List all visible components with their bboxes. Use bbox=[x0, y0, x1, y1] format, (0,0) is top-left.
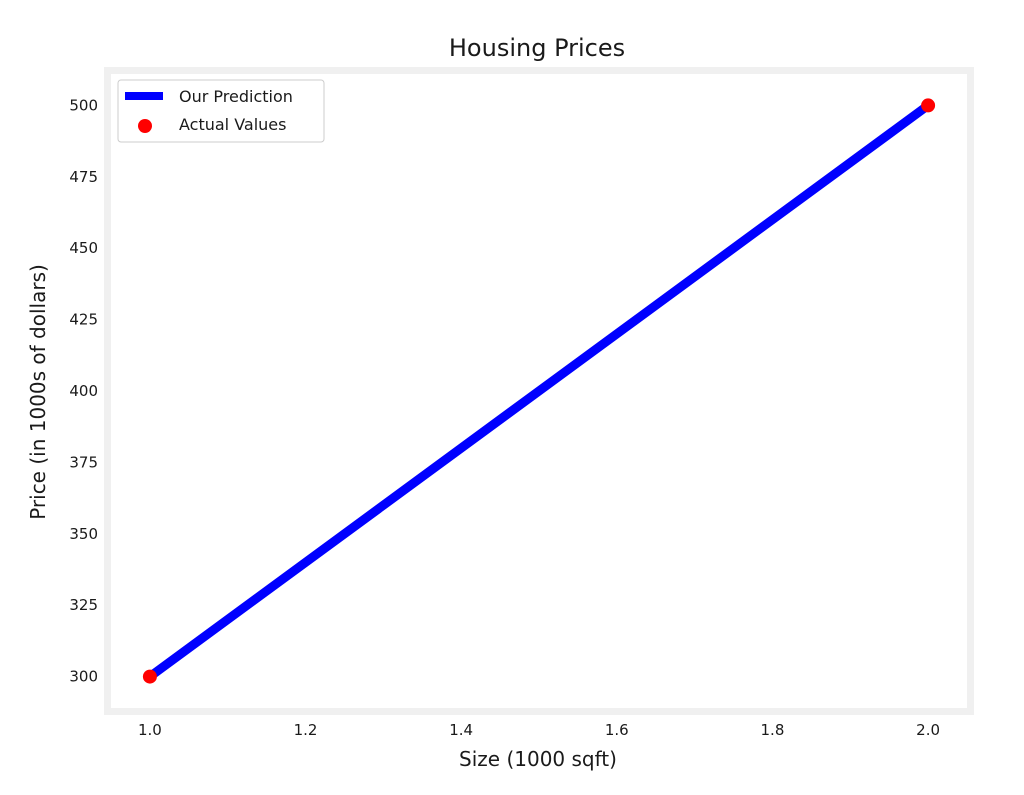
x-tick-label: 2.0 bbox=[916, 721, 940, 739]
y-tick-label: 325 bbox=[69, 596, 98, 614]
x-tick-label: 1.4 bbox=[449, 721, 473, 739]
y-axis-ticks: 300 325 350 375 400 425 450 475 500 bbox=[69, 96, 98, 685]
x-tick-label: 1.6 bbox=[605, 721, 629, 739]
y-tick-label: 400 bbox=[69, 382, 98, 400]
prediction-line bbox=[145, 100, 933, 682]
legend-label-prediction: Our Prediction bbox=[179, 87, 293, 106]
actual-value-point bbox=[142, 669, 157, 684]
y-tick-label: 425 bbox=[69, 311, 98, 329]
legend: Our Prediction Actual Values bbox=[117, 79, 325, 143]
legend-box bbox=[117, 79, 325, 143]
x-axis-ticks: 1.0 1.2 1.4 1.6 1.8 2.0 bbox=[138, 721, 940, 739]
x-tick-label: 1.0 bbox=[138, 721, 162, 739]
legend-marker-actual bbox=[138, 119, 152, 133]
chart-title: Housing Prices bbox=[449, 34, 625, 62]
y-tick-label: 475 bbox=[69, 168, 98, 186]
x-axis-label: Size (1000 sqft) bbox=[459, 747, 617, 771]
x-tick-label: 1.8 bbox=[761, 721, 785, 739]
legend-label-actual: Actual Values bbox=[179, 115, 286, 134]
y-tick-label: 300 bbox=[69, 668, 98, 686]
series-layer bbox=[142, 98, 936, 684]
actual-value-point bbox=[921, 98, 936, 113]
y-tick-label: 375 bbox=[69, 453, 98, 471]
x-tick-label: 1.2 bbox=[294, 721, 318, 739]
y-axis-label: Price (in 1000s of dollars) bbox=[26, 264, 50, 520]
y-tick-label: 500 bbox=[69, 96, 98, 114]
y-tick-label: 350 bbox=[69, 525, 98, 543]
y-tick-label: 450 bbox=[69, 239, 98, 257]
